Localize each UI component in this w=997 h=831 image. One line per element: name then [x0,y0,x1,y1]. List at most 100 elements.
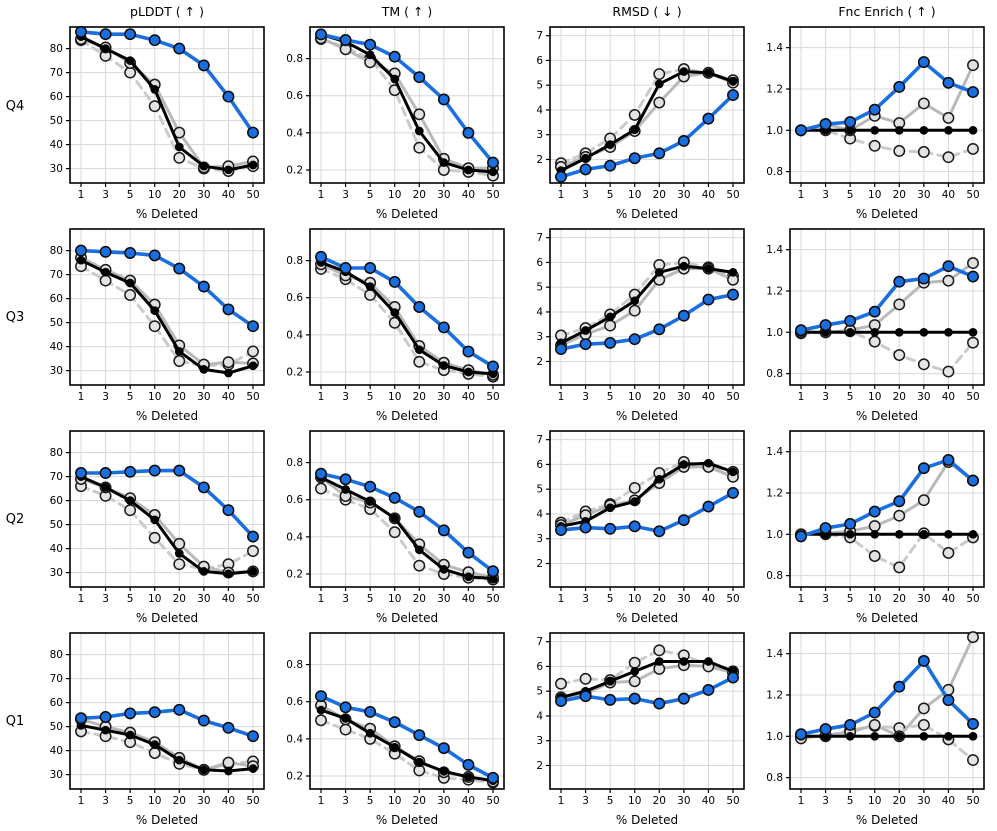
x-tick-label: 1 [78,593,85,605]
series-blue-marker [868,706,881,719]
x-tick-label: 30 [917,391,930,403]
series-black-marker [870,529,880,539]
series-black-marker [174,549,184,558]
series-gray_dashed-marker [315,482,327,495]
y-tick-label: 80 [50,43,63,55]
series-blue-marker [677,309,690,322]
x-tick-label: 50 [726,593,739,605]
series-blue-marker [99,467,112,479]
y-tick-label: 0.4 [286,733,303,745]
series-blue-marker [653,525,666,538]
series-black-marker [248,160,258,170]
series-black-marker [125,278,135,288]
series-gray_solid-marker [628,304,641,317]
x-axis-label: % Deleted [855,813,919,827]
series-blue-marker [604,522,617,535]
chart-q4-fnc-enrich: 1 3 5 10 20 30 40 50 0.8 1.0 1.2 1.4 [766,26,985,201]
x-tick-label: 50 [966,795,979,807]
x-tick-label: 30 [677,189,690,201]
series-gray_dashed-marker [917,358,930,371]
series-gray_dashed-marker [124,289,137,301]
series-blue-marker [173,42,186,55]
cell-q3-tm: 1 3 5 10 20 30 40 50 0.2 0.4 0.6 0.8 % Deleted [270,223,510,425]
chart-title-rmsd: RMSD ( ↓ ) [612,4,682,19]
x-tick-label: 20 [893,391,906,403]
series-gray_solid-marker [628,675,641,688]
cell-q1-fnc-enrich: 1 3 5 10 20 30 40 50 0.8 1.0 1.2 1.4 % Deleted [750,627,990,829]
chart-q2-rmsd: 1 3 5 10 20 30 40 50 2 3 4 5 6 7 [536,430,745,605]
x-axis-label: % Deleted [135,611,199,625]
series-gray_solid-marker [868,718,881,731]
x-tick-label: 5 [607,795,614,807]
x-tick-label: 50 [726,189,739,201]
series-black-marker [101,267,110,277]
series-blue-marker [247,730,259,743]
series-blue-marker [819,118,832,131]
series-gray_dashed-marker [893,145,906,157]
x-tick-label: 20 [413,391,426,403]
axes-spines [69,26,265,184]
x-axis-label: % Deleted [135,409,199,423]
x-tick-label: 40 [222,189,235,201]
series-blue-marker [99,28,112,41]
axes-spines [549,632,745,790]
y-tick-label: 1.4 [766,446,783,458]
series-black-marker [439,361,449,370]
chart-q4-plddt: 1 3 5 10 20 30 40 50 30 40 50 60 70 80 [50,25,265,201]
series-blue-marker [75,467,87,479]
series-black-marker [605,676,615,686]
series-black-marker [199,765,209,775]
x-tick-label: 1 [558,593,565,605]
series-blue-marker [197,714,210,727]
x-tick-label: 30 [437,189,450,201]
series-black-marker [248,764,258,773]
x-tick-label: 50 [726,391,739,403]
chart-title-fnc-enrich: Fnc Enrich ( ↑ ) [838,4,936,19]
series-black-marker [439,767,449,776]
series-blue-marker [628,333,641,346]
axes-spines [789,26,985,184]
y-tick-label: 4 [536,710,543,722]
series-gray_dashed-marker [124,504,137,517]
series-blue-marker [844,518,857,530]
series-blue-marker [462,345,475,358]
series-black-marker [439,158,449,167]
series-gray_solid-marker [868,520,881,532]
x-tick-label: 5 [607,391,614,403]
series-black-marker [101,44,110,53]
series-blue-marker [99,245,112,258]
series-black-marker [845,731,855,741]
series-black-marker [968,125,978,135]
series-blue-marker [222,504,235,517]
series-gray_dashed-marker [868,139,881,152]
x-tick-label: 3 [342,593,349,605]
series-blue-marker [148,464,161,477]
series-blue-marker [437,321,450,334]
series-blue-marker [967,86,979,99]
y-tick-label: 30 [50,365,63,377]
x-tick-label: 50 [726,795,739,807]
x-tick-label: 3 [102,189,109,201]
series-gray_solid-marker [917,97,930,110]
series-black-marker [654,267,664,277]
x-tick-label: 1 [558,189,565,201]
series-black-marker [894,529,904,539]
y-tick-label: 2 [536,356,543,368]
series-blue-marker [197,481,210,494]
y-tick-label: 0.4 [286,531,303,543]
x-tick-label: 30 [917,189,930,201]
series-black-marker [125,56,135,65]
series-black-marker [728,267,738,277]
series-blue-marker [967,270,979,283]
series-black-marker [341,485,350,494]
x-tick-label: 3 [102,593,109,605]
x-tick-label: 40 [942,795,955,807]
y-tick-label: 30 [50,163,63,175]
y-tick-label: 7 [536,232,543,244]
series-black-marker [870,327,880,337]
axes-spines [309,430,505,588]
axes-spines [309,632,505,790]
y-tick-label: 6 [536,661,543,673]
series-blue-marker [868,305,881,318]
x-tick-label: 50 [966,391,979,403]
